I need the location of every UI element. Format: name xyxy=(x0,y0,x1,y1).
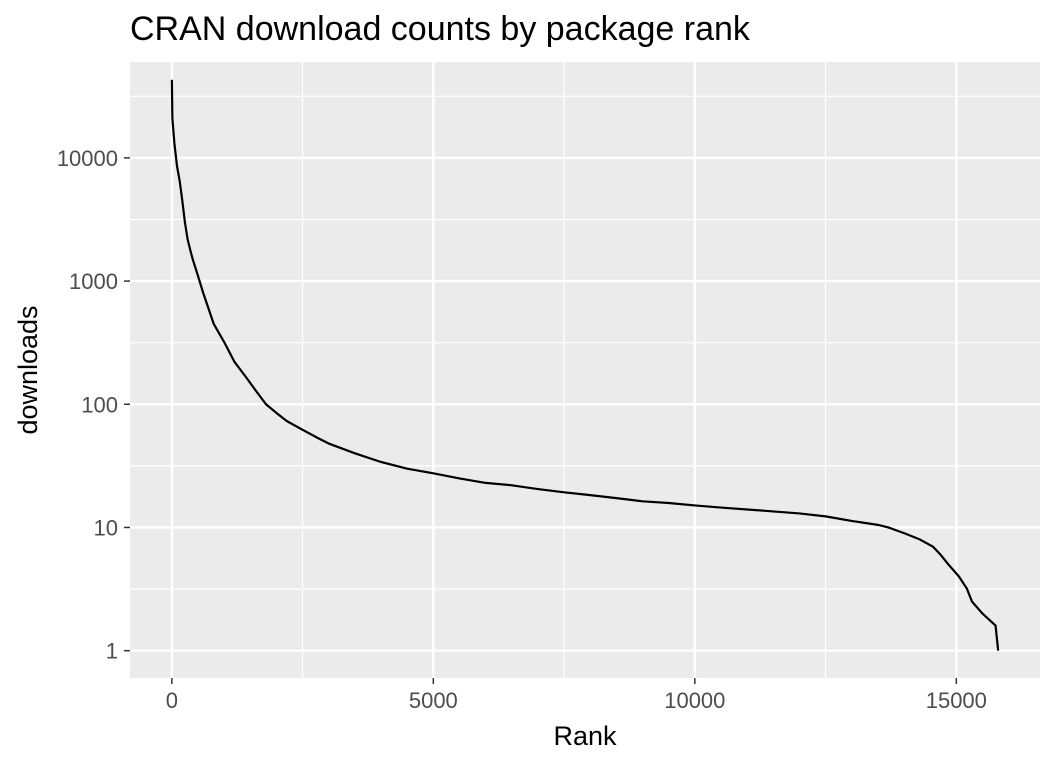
x-tick-label: 0 xyxy=(166,688,178,713)
y-tick-label: 10000 xyxy=(57,146,118,171)
x-axis-title: Rank xyxy=(553,721,617,751)
x-tick-label: 15000 xyxy=(926,688,987,713)
x-tick-label: 10000 xyxy=(664,688,725,713)
y-axis-title: downloads xyxy=(13,305,43,434)
chart-title: CRAN download counts by package rank xyxy=(130,10,750,48)
series-line xyxy=(170,79,1000,651)
plot-panel xyxy=(130,62,1040,678)
x-tick-label: 5000 xyxy=(409,688,458,713)
y-tick-label: 10 xyxy=(94,515,118,540)
y-tick-label: 1 xyxy=(106,639,118,664)
y-tick-label: 1000 xyxy=(69,269,118,294)
y-tick-label: 100 xyxy=(81,392,118,417)
